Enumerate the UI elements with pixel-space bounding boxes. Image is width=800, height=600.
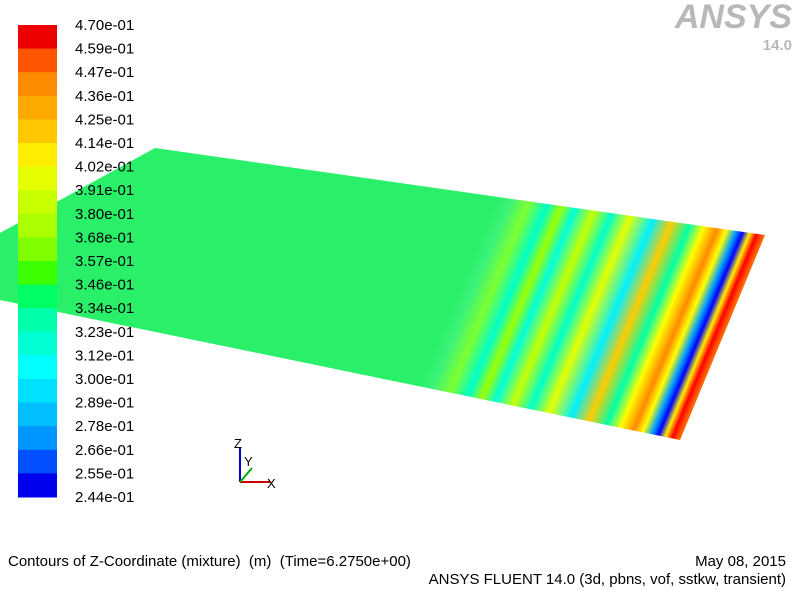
axis-triad: Z Y X bbox=[234, 436, 276, 491]
logo-version: 14.0 bbox=[763, 37, 792, 54]
x-label: X bbox=[267, 476, 276, 491]
colorbar-label: 2.55e-01 bbox=[75, 465, 134, 482]
colorbar-band bbox=[18, 261, 57, 286]
colorbar-label: 2.44e-01 bbox=[75, 489, 134, 506]
colorbar-label: 3.12e-01 bbox=[75, 347, 134, 364]
colorbar-label: 2.78e-01 bbox=[75, 418, 134, 435]
colorbar-band bbox=[18, 426, 57, 451]
z-label: Z bbox=[234, 436, 242, 451]
footer-solver: ANSYS FLUENT 14.0 (3d, pbns, vof, sstkw,… bbox=[429, 571, 786, 588]
colorbar-label: 4.59e-01 bbox=[75, 41, 134, 58]
colorbar-label: 4.25e-01 bbox=[75, 111, 134, 128]
colorbar-label: 4.02e-01 bbox=[75, 159, 134, 176]
colorbar-band bbox=[18, 308, 57, 333]
colorbar-band bbox=[18, 355, 57, 380]
colorbar-label: 3.57e-01 bbox=[75, 253, 134, 270]
colorbar-label: 4.36e-01 bbox=[75, 88, 134, 105]
colorbar-label: 3.91e-01 bbox=[75, 182, 134, 199]
colorbar-band bbox=[18, 331, 57, 356]
colorbar-label: 3.46e-01 bbox=[75, 277, 134, 294]
colorbar-band bbox=[18, 237, 57, 262]
colorbar-band bbox=[18, 166, 57, 191]
colorbar-band bbox=[18, 473, 57, 498]
colorbar-label: 3.23e-01 bbox=[75, 324, 134, 341]
colorbar-label: 4.70e-01 bbox=[75, 17, 134, 34]
logo-brand: ANSYS bbox=[674, 0, 792, 36]
colorbar-band bbox=[18, 48, 57, 73]
colorbar-label: 4.14e-01 bbox=[75, 135, 134, 152]
colorbar-band bbox=[18, 449, 57, 474]
contour-surface bbox=[0, 148, 765, 440]
footer-title: Contours of Z-Coordinate (mixture) (m) (… bbox=[8, 553, 411, 570]
colorbar-band bbox=[18, 402, 57, 427]
colorbar-band bbox=[18, 72, 57, 97]
colorbar-band bbox=[18, 213, 57, 238]
colorbar-label: 3.34e-01 bbox=[75, 300, 134, 317]
y-label: Y bbox=[244, 454, 253, 469]
colorbar-label: 2.66e-01 bbox=[75, 442, 134, 459]
colorbar-band bbox=[18, 25, 57, 50]
colorbar-label: 3.68e-01 bbox=[75, 229, 134, 246]
colorbar-label: 3.80e-01 bbox=[75, 206, 134, 223]
colorbar-label: 2.89e-01 bbox=[75, 395, 134, 412]
colorbar-band bbox=[18, 95, 57, 120]
y-axis bbox=[239, 467, 253, 483]
colorbar-band bbox=[18, 190, 57, 215]
footer-date: May 08, 2015 bbox=[695, 553, 786, 570]
colorbar-band bbox=[18, 143, 57, 168]
colorbar-label: 4.47e-01 bbox=[75, 64, 134, 81]
colorbar-band bbox=[18, 284, 57, 309]
colorbar-band bbox=[18, 119, 57, 144]
colorbar-band bbox=[18, 379, 57, 404]
colorbar-label: 3.00e-01 bbox=[75, 371, 134, 388]
